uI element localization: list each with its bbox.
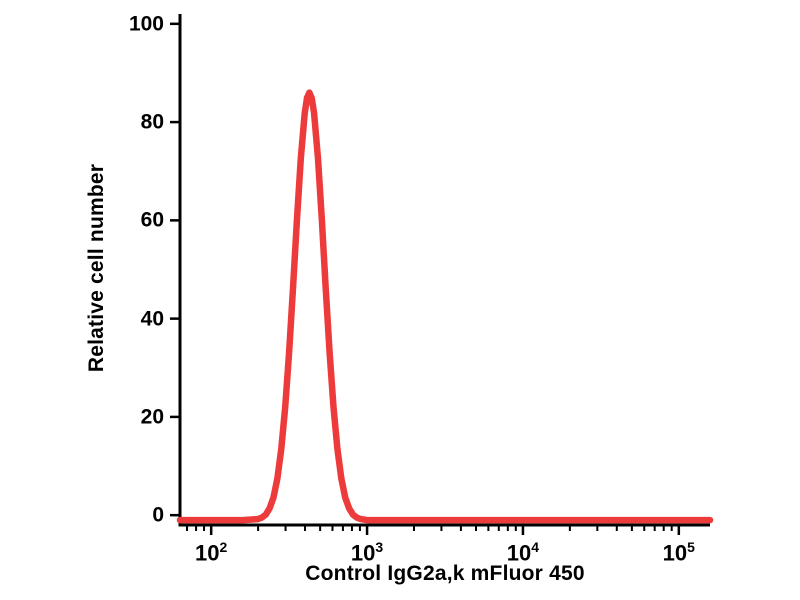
histogram-curve (176, 89, 714, 524)
